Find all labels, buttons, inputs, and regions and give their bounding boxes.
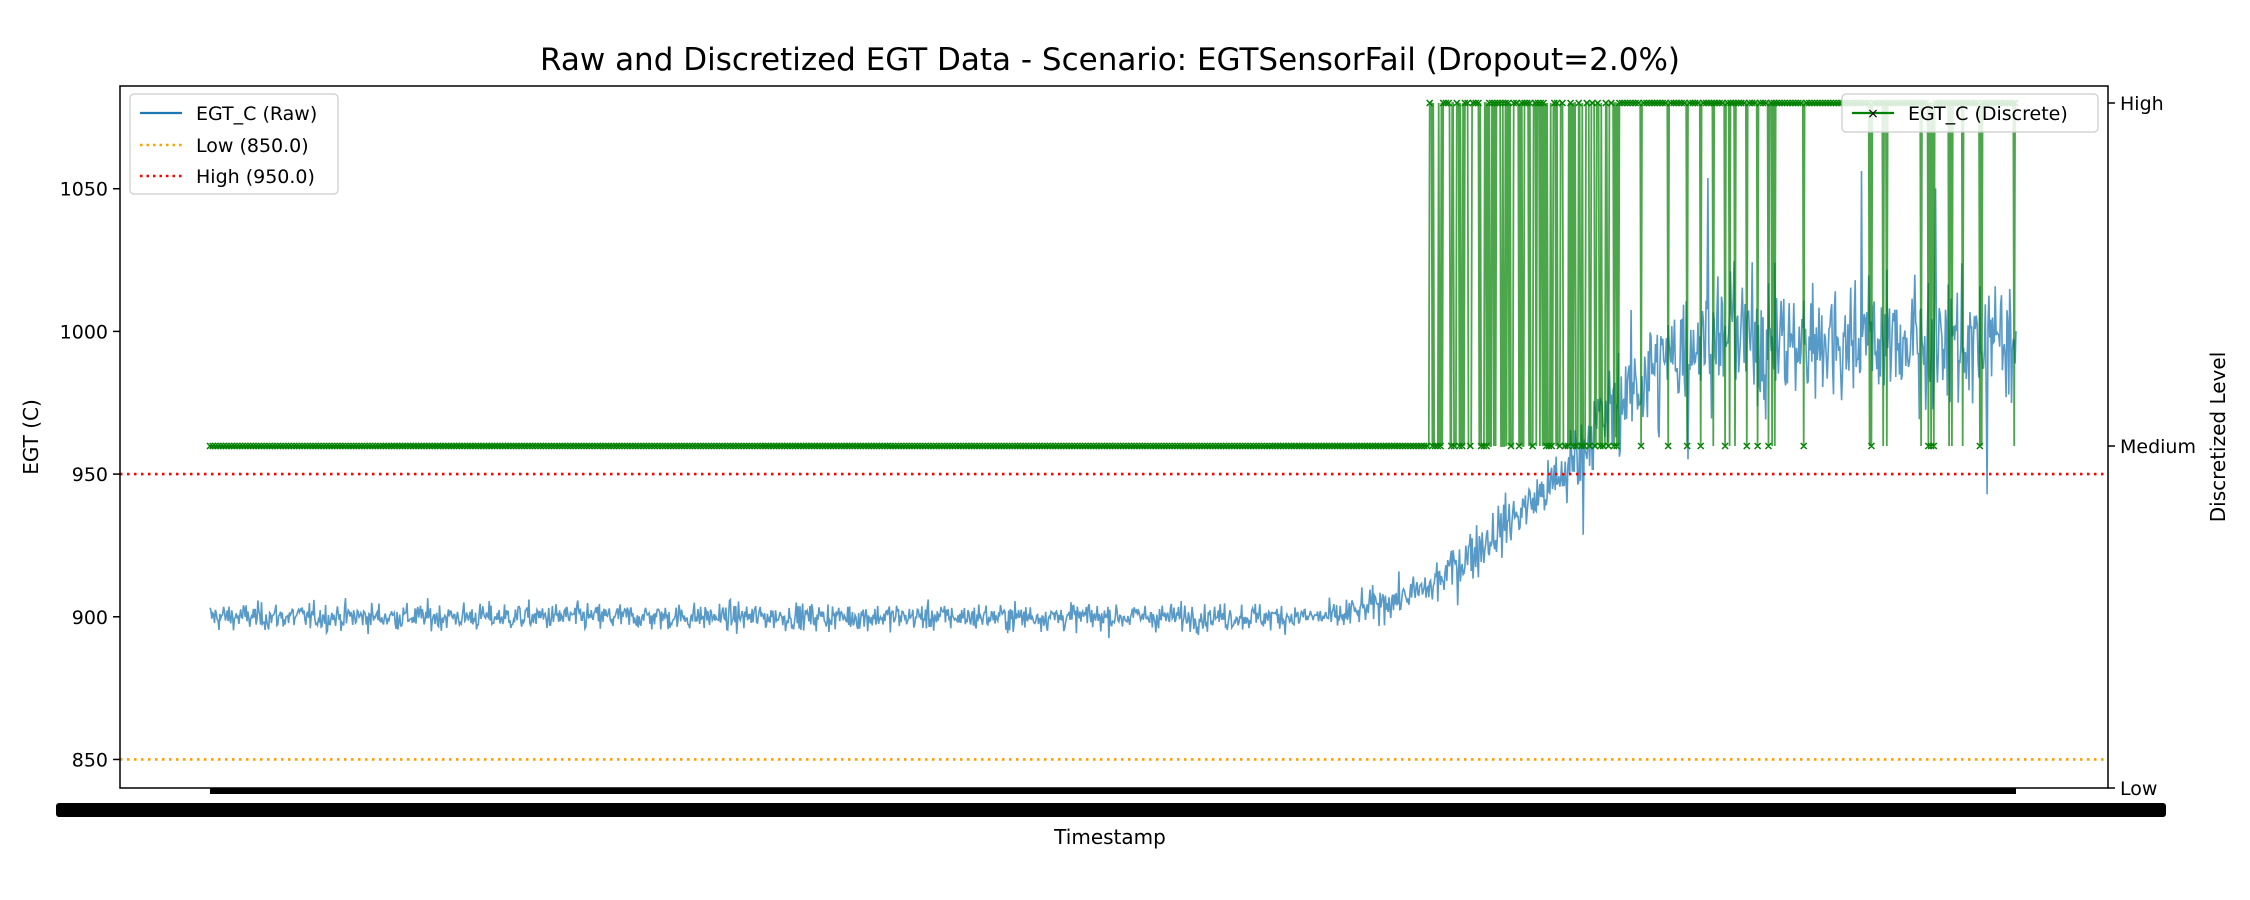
legend-discrete-marker: ×	[1867, 106, 1879, 122]
y2-tick-label: Low	[2120, 778, 2157, 800]
raw-series	[209, 170, 2017, 639]
y2-axis-label: Discretized Level	[2206, 352, 2230, 523]
x-axis-label: Timestamp	[1053, 825, 1166, 849]
threshold-lines	[120, 472, 2108, 761]
legend-left-box	[129, 93, 339, 195]
legend-discrete-label: EGT_C (Discrete)	[1908, 103, 2068, 125]
discrete-series-line	[210, 102, 2016, 447]
y-tick-label: 950	[72, 464, 108, 486]
y2-tick-label: High	[2120, 93, 2164, 115]
chart-title: Raw and Discretized EGT Data - Scenario:…	[540, 42, 1680, 78]
raw-series-line	[209, 170, 2017, 639]
y-axis-label: EGT (C)	[19, 399, 43, 475]
legend-left: EGT_C (Raw) Low (850.0) High (950.0)	[129, 93, 339, 195]
legend-low-label: Low (850.0)	[196, 135, 309, 157]
x-axis	[56, 788, 2166, 817]
y-tick-label: 1050	[60, 179, 108, 201]
discrete-series-markers	[206, 99, 2019, 450]
x-tick-marks	[210, 788, 2016, 794]
right-axis: Low Medium High	[2108, 93, 2196, 800]
y-tick-label: 850	[72, 749, 108, 771]
plot-frame	[119, 85, 2109, 789]
y-tick-label: 900	[72, 607, 108, 629]
left-axis: 850 900 950 1000 1050	[60, 179, 120, 771]
discrete-series	[206, 99, 2019, 450]
y2-tick-label: Medium	[2120, 436, 2196, 458]
legend-right-box	[1841, 93, 2099, 133]
x-tick-labels-overlap	[56, 803, 2166, 817]
legend-right: × EGT_C (Discrete)	[1841, 93, 2099, 133]
legend-high-label: High (950.0)	[196, 166, 315, 188]
y-tick-label: 1000	[60, 321, 108, 343]
legend-raw-label: EGT_C (Raw)	[196, 103, 317, 125]
